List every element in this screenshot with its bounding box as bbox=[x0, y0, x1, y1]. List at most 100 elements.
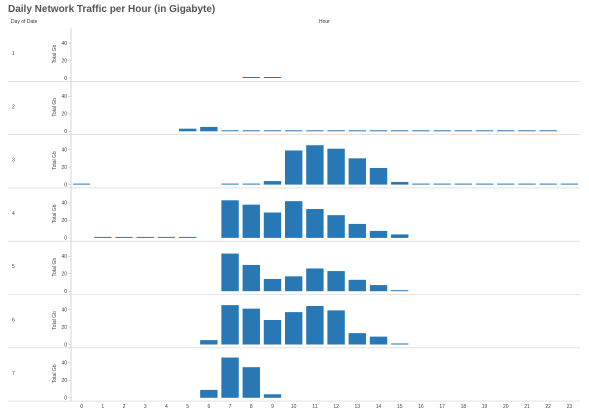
bar bbox=[306, 130, 324, 132]
bar bbox=[306, 306, 324, 345]
y-tick-label: 0 bbox=[64, 236, 67, 242]
bar bbox=[348, 223, 367, 238]
y-axis-label: Total Gb bbox=[52, 151, 58, 170]
bar bbox=[200, 126, 218, 132]
bar bbox=[497, 130, 515, 132]
bar bbox=[560, 183, 579, 185]
bar bbox=[369, 167, 388, 185]
y-tick-label: 20 bbox=[61, 165, 67, 171]
y-axis-label: Total Gb bbox=[52, 258, 58, 277]
y-tick-label: 20 bbox=[61, 218, 67, 224]
y-tick-label: 0 bbox=[64, 182, 67, 188]
x-tick-label: 23 bbox=[567, 404, 573, 410]
y-tick-label: 20 bbox=[61, 325, 67, 331]
bar bbox=[242, 367, 260, 398]
bar bbox=[391, 234, 409, 238]
y-axis-label: Total Gb bbox=[52, 44, 58, 63]
x-tick-label: 22 bbox=[545, 404, 551, 410]
bar bbox=[221, 130, 239, 132]
bar bbox=[391, 343, 409, 345]
bar bbox=[369, 130, 388, 132]
x-tick-label: 20 bbox=[503, 404, 509, 410]
bar bbox=[518, 130, 536, 132]
y-tick-label: 0 bbox=[64, 129, 67, 135]
bar bbox=[263, 130, 282, 132]
x-tick-label: 5 bbox=[186, 404, 189, 410]
bar bbox=[306, 268, 324, 292]
bar bbox=[454, 183, 473, 185]
chart-title: Daily Network Traffic per Hour (in Gigab… bbox=[8, 4, 216, 15]
bar bbox=[284, 130, 303, 132]
x-tick-label: 6 bbox=[207, 404, 210, 410]
bar bbox=[348, 158, 367, 185]
bar bbox=[348, 333, 367, 345]
x-tick-label: 2 bbox=[123, 404, 126, 410]
bar bbox=[412, 130, 430, 132]
y-axis-label: Total Gb bbox=[52, 204, 58, 223]
x-tick-label: 10 bbox=[291, 404, 297, 410]
y-tick-label: 40 bbox=[61, 147, 67, 153]
row-label: 7 bbox=[12, 371, 15, 377]
x-tick-label: 15 bbox=[397, 404, 403, 410]
bar bbox=[454, 130, 473, 132]
y-tick-label: 40 bbox=[61, 94, 67, 100]
row-label: 6 bbox=[12, 318, 15, 324]
bar bbox=[327, 148, 345, 185]
bar bbox=[263, 77, 282, 78]
bar bbox=[284, 201, 303, 238]
x-tick-label: 1 bbox=[101, 404, 104, 410]
bar bbox=[306, 145, 324, 185]
x-tick-label: 14 bbox=[376, 404, 382, 410]
bar bbox=[518, 183, 536, 185]
row-label: 1 bbox=[12, 51, 15, 57]
x-tick-label: 16 bbox=[418, 404, 424, 410]
x-tick-label: 17 bbox=[439, 404, 445, 410]
bar bbox=[327, 130, 345, 132]
bar bbox=[433, 183, 451, 185]
y-axis-label: Total Gb bbox=[52, 311, 58, 330]
bar bbox=[242, 183, 260, 185]
x-tick-label: 7 bbox=[229, 404, 232, 410]
bar bbox=[391, 181, 409, 185]
bar bbox=[369, 285, 388, 292]
y-tick-label: 0 bbox=[64, 342, 67, 348]
row-label: 2 bbox=[12, 104, 15, 110]
bar bbox=[391, 290, 409, 292]
bar bbox=[327, 271, 345, 292]
bar bbox=[221, 305, 239, 345]
bar bbox=[200, 340, 218, 345]
y-tick-label: 0 bbox=[64, 289, 67, 295]
x-tick-label: 4 bbox=[165, 404, 168, 410]
y-tick-label: 0 bbox=[64, 396, 67, 402]
y-tick-label: 20 bbox=[61, 378, 67, 384]
row-label: 3 bbox=[12, 158, 15, 164]
y-tick-label: 0 bbox=[64, 76, 67, 82]
bar bbox=[115, 236, 133, 238]
bar bbox=[178, 128, 197, 132]
x-tick-label: 8 bbox=[250, 404, 253, 410]
row-header: Day of Date bbox=[11, 19, 38, 25]
x-tick-label: 12 bbox=[333, 404, 339, 410]
x-tick-label: 18 bbox=[461, 404, 467, 410]
x-tick-label: 0 bbox=[80, 404, 83, 410]
bar bbox=[391, 130, 409, 132]
bar bbox=[221, 253, 239, 292]
bar bbox=[263, 181, 282, 185]
y-tick-label: 40 bbox=[61, 201, 67, 207]
y-tick-label: 40 bbox=[61, 41, 67, 47]
bar bbox=[263, 320, 282, 345]
bar bbox=[327, 310, 345, 345]
bar bbox=[178, 236, 197, 238]
y-tick-label: 40 bbox=[61, 361, 67, 367]
x-tick-label: 19 bbox=[482, 404, 488, 410]
x-tick-label: 21 bbox=[524, 404, 530, 410]
x-tick-label: 3 bbox=[144, 404, 147, 410]
bar bbox=[242, 77, 260, 78]
y-tick-label: 20 bbox=[61, 58, 67, 64]
bar bbox=[475, 183, 494, 185]
bar bbox=[242, 264, 260, 292]
bar bbox=[284, 312, 303, 345]
bar bbox=[475, 130, 494, 132]
y-tick-label: 20 bbox=[61, 272, 67, 278]
